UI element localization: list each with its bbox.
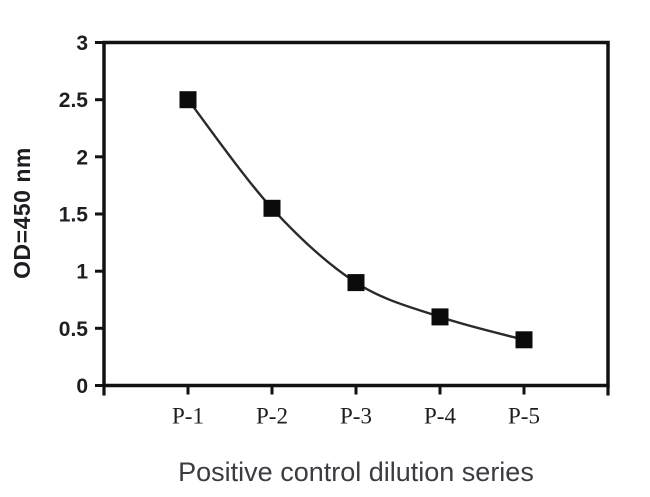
data-point-marker: [515, 331, 533, 349]
x-tick-label: P-4: [424, 404, 456, 429]
data-point-marker: [431, 308, 449, 326]
x-axis-title: Positive control dilution series: [178, 457, 534, 487]
x-tick-label: P-5: [508, 404, 540, 429]
data-point-marker: [179, 91, 197, 109]
y-tick-label: 0: [76, 375, 88, 398]
y-tick-label: 1.5: [59, 204, 89, 227]
y-tick-label: 2: [76, 146, 88, 169]
y-axis-label: OD=450 nm: [9, 147, 35, 279]
x-tick-label: P-1: [172, 404, 204, 429]
data-point-marker: [263, 199, 281, 217]
x-tick-label: P-2: [256, 404, 288, 429]
y-tick-label: 2.5: [59, 89, 89, 112]
chart-plot-area: 0 0.5 1 1.5 2 2.5 3 P-1 P-2 P-3 P-4 P-5: [59, 32, 610, 429]
data-point-marker: [347, 274, 365, 292]
series-line: [187, 98, 525, 341]
x-tick-label: P-3: [340, 404, 372, 429]
y-tick-label: 3: [76, 32, 88, 55]
y-tick-label: 1: [76, 261, 88, 284]
y-tick-label: 0.5: [59, 318, 89, 341]
